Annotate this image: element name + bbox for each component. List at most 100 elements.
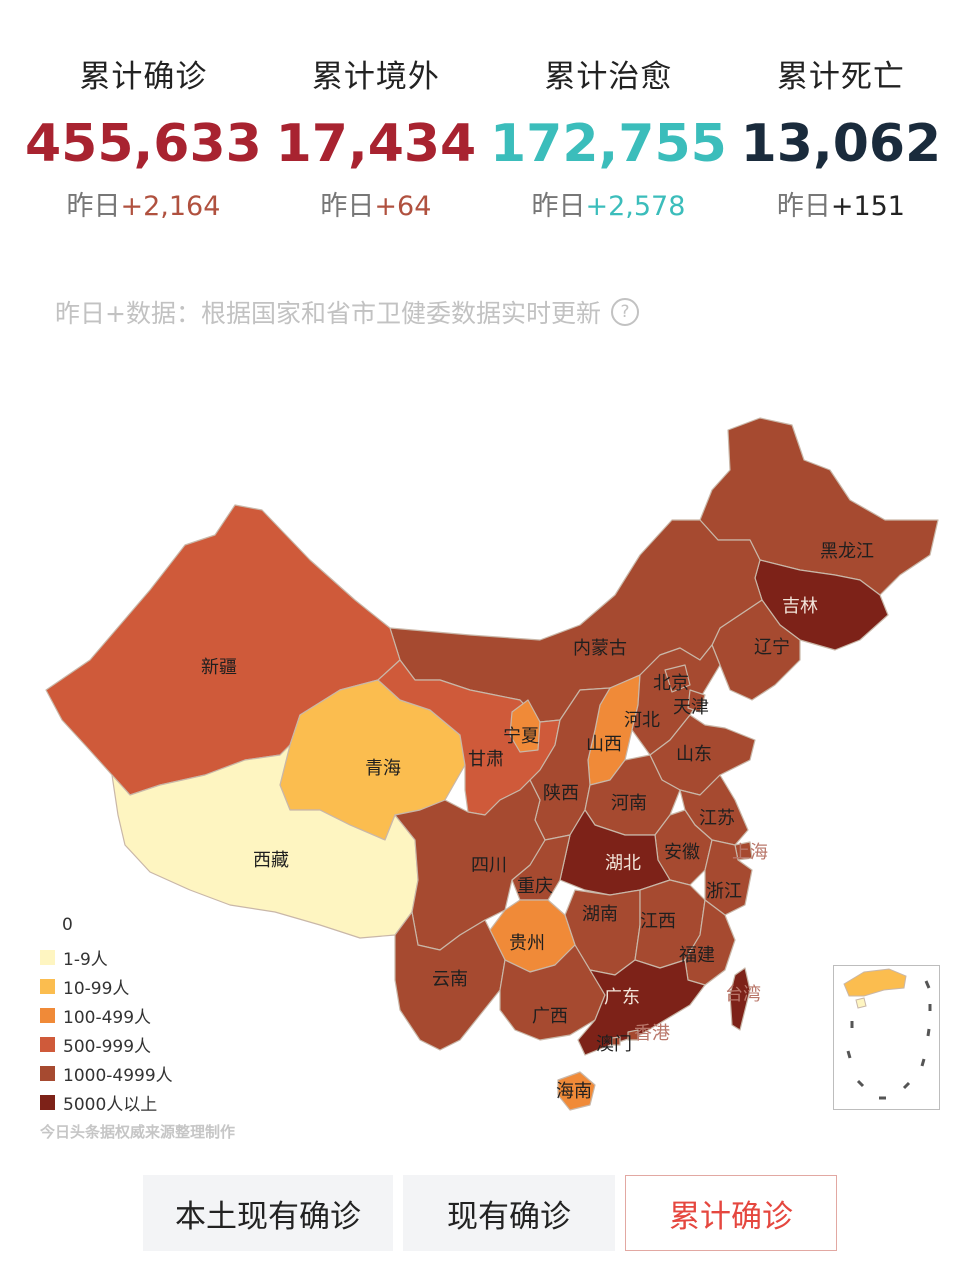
stat-delta-prefix: 昨日 [66,191,121,222]
province-tianjin[interactable] [687,689,706,713]
label-gansu: 甘肃 [468,749,504,770]
legend-label: 1-9人 [63,950,108,970]
legend-zero: 0 [62,915,73,935]
label-xianggang: 香港 [634,1023,670,1044]
stat-delta: 昨日+2,164 [25,189,262,225]
map-legend: 0 1-9人 10-99人 100-499人 500-999人 1000-499… [40,915,173,1117]
stat-delta-prefix: 昨日 [776,191,831,222]
label-hunan: 湖南 [582,904,618,925]
legend-item: 1-9人 [40,943,173,972]
inset-map [843,968,932,1100]
label-xizang: 西藏 [253,850,289,871]
province-hebei[interactable] [631,644,721,756]
label-shanghai: 上海 [732,842,768,863]
help-icon[interactable]: ? [610,298,639,326]
label-jiangsu: 江苏 [699,808,735,829]
label-shanxi: 山西 [586,734,622,755]
legend-item: 1000-4999人 [40,1059,173,1088]
province-aomen[interactable] [611,1036,621,1046]
province-hainan[interactable] [557,1071,596,1111]
tab-local-current-confirmed[interactable]: 本土现有确诊 [143,1175,393,1251]
stat-recovered: 累计治愈 172,755 昨日+2,578 [490,55,727,225]
legend-swatch [40,1037,55,1052]
label-guizhou: 贵州 [509,933,545,954]
stat-delta-prefix: 昨日 [531,191,586,222]
stat-value: 172,755 [490,114,727,174]
label-xinjiang: 新疆 [201,657,237,678]
province-chongqing[interactable] [511,834,571,901]
legend-label: 1000-4999人 [63,1066,173,1086]
legend-item: 500-999人 [40,1030,173,1059]
label-hubei: 湖北 [605,853,641,874]
label-tianjin: 天津 [673,697,709,718]
stat-value: 455,633 [25,114,262,174]
legend-label: 500-999人 [63,1037,152,1057]
label-chongqing: 重庆 [517,876,553,897]
label-neimenggu: 内蒙古 [573,638,627,659]
stat-delta-prefix: 昨日 [320,191,375,222]
label-zhejiang: 浙江 [706,881,742,902]
legend-swatch [40,979,55,994]
stat-delta-value: +64 [374,191,432,222]
province-xianggang[interactable] [627,1029,639,1041]
stat-value: 17,434 [275,114,477,174]
update-note-text: 昨日+数据：根据国家和省市卫健委数据实时更新 [55,299,601,328]
label-jiangxi: 江西 [640,911,676,932]
legend-swatch [40,1008,55,1023]
province-taiwan[interactable] [729,967,751,1031]
province-yunnan[interactable] [394,911,506,1051]
stat-delta: 昨日+151 [727,189,955,225]
stat-confirmed: 累计确诊 455,633 昨日+2,164 [25,55,262,225]
tab-bar: 本土现有确诊 现有确诊 累计确诊 [143,1175,847,1251]
tab-current-confirmed[interactable]: 现有确诊 [403,1175,615,1251]
label-hainan: 海南 [556,1081,592,1102]
legend-item: 100-499人 [40,1001,173,1030]
stat-delta-value: +2,164 [120,191,221,222]
stat-delta-value: +151 [830,191,905,222]
label-beijing: 北京 [653,673,689,694]
stat-label: 累计境外 [311,59,440,95]
province-guangdong[interactable] [577,959,706,1056]
label-guangdong: 广东 [604,987,640,1008]
label-heilongjiang: 黑龙江 [820,541,874,562]
label-sichuan: 四川 [471,855,507,876]
label-jilin: 吉林 [782,596,818,617]
label-henan: 河南 [611,793,647,814]
label-aomen: 澳门 [596,1034,632,1055]
stat-label: 累计确诊 [79,59,208,95]
legend-swatch [40,1095,55,1110]
china-map[interactable]: 黑龙江 吉林 辽宁 内蒙古 北京 天津 河北 新疆 青海 西藏 甘肃 宁夏 山西… [0,400,980,1140]
update-note: 昨日+数据：根据国家和省市卫健委数据实时更新 ? [55,294,639,330]
label-guangxi: 广西 [532,1006,568,1027]
label-shandong: 山东 [676,744,712,765]
label-anhui: 安徽 [664,842,700,863]
legend-label: 100-499人 [63,1008,152,1028]
label-ningxia: 宁夏 [503,726,539,747]
stat-delta-value: +2,578 [585,191,686,222]
stat-value: 13,062 [740,114,942,174]
stat-deaths: 累计死亡 13,062 昨日+151 [727,55,955,225]
legend-label: 5000人以上 [63,1095,158,1115]
stat-delta: 昨日+2,578 [490,189,727,225]
south-china-sea-inset [833,965,940,1110]
stat-label: 累计死亡 [776,59,905,95]
label-fujian: 福建 [679,945,715,966]
label-yunnan: 云南 [432,969,468,990]
stat-delta: 昨日+64 [262,189,490,225]
legend-swatch [40,1066,55,1081]
label-shaanxi: 陕西 [543,783,579,804]
label-hebei: 河北 [624,710,660,731]
label-taiwan: 台湾 [725,984,761,1005]
province-ningxia[interactable] [509,699,541,753]
stat-label: 累计治愈 [544,59,673,95]
label-qinghai: 青海 [365,758,401,779]
legend-swatch [40,950,55,965]
tab-cumulative-confirmed[interactable]: 累计确诊 [625,1175,837,1251]
province-beijing[interactable] [664,664,691,693]
stats-row: 累计确诊 455,633 昨日+2,164 累计境外 17,434 昨日+64 … [25,55,955,225]
stat-imported: 累计境外 17,434 昨日+64 [262,55,490,225]
legend-label: 10-99人 [63,979,130,999]
legend-item: 10-99人 [40,972,173,1001]
source-credit: 今日头条据权威来源整理制作 [40,1123,236,1141]
legend-item: 5000人以上 [40,1088,173,1117]
